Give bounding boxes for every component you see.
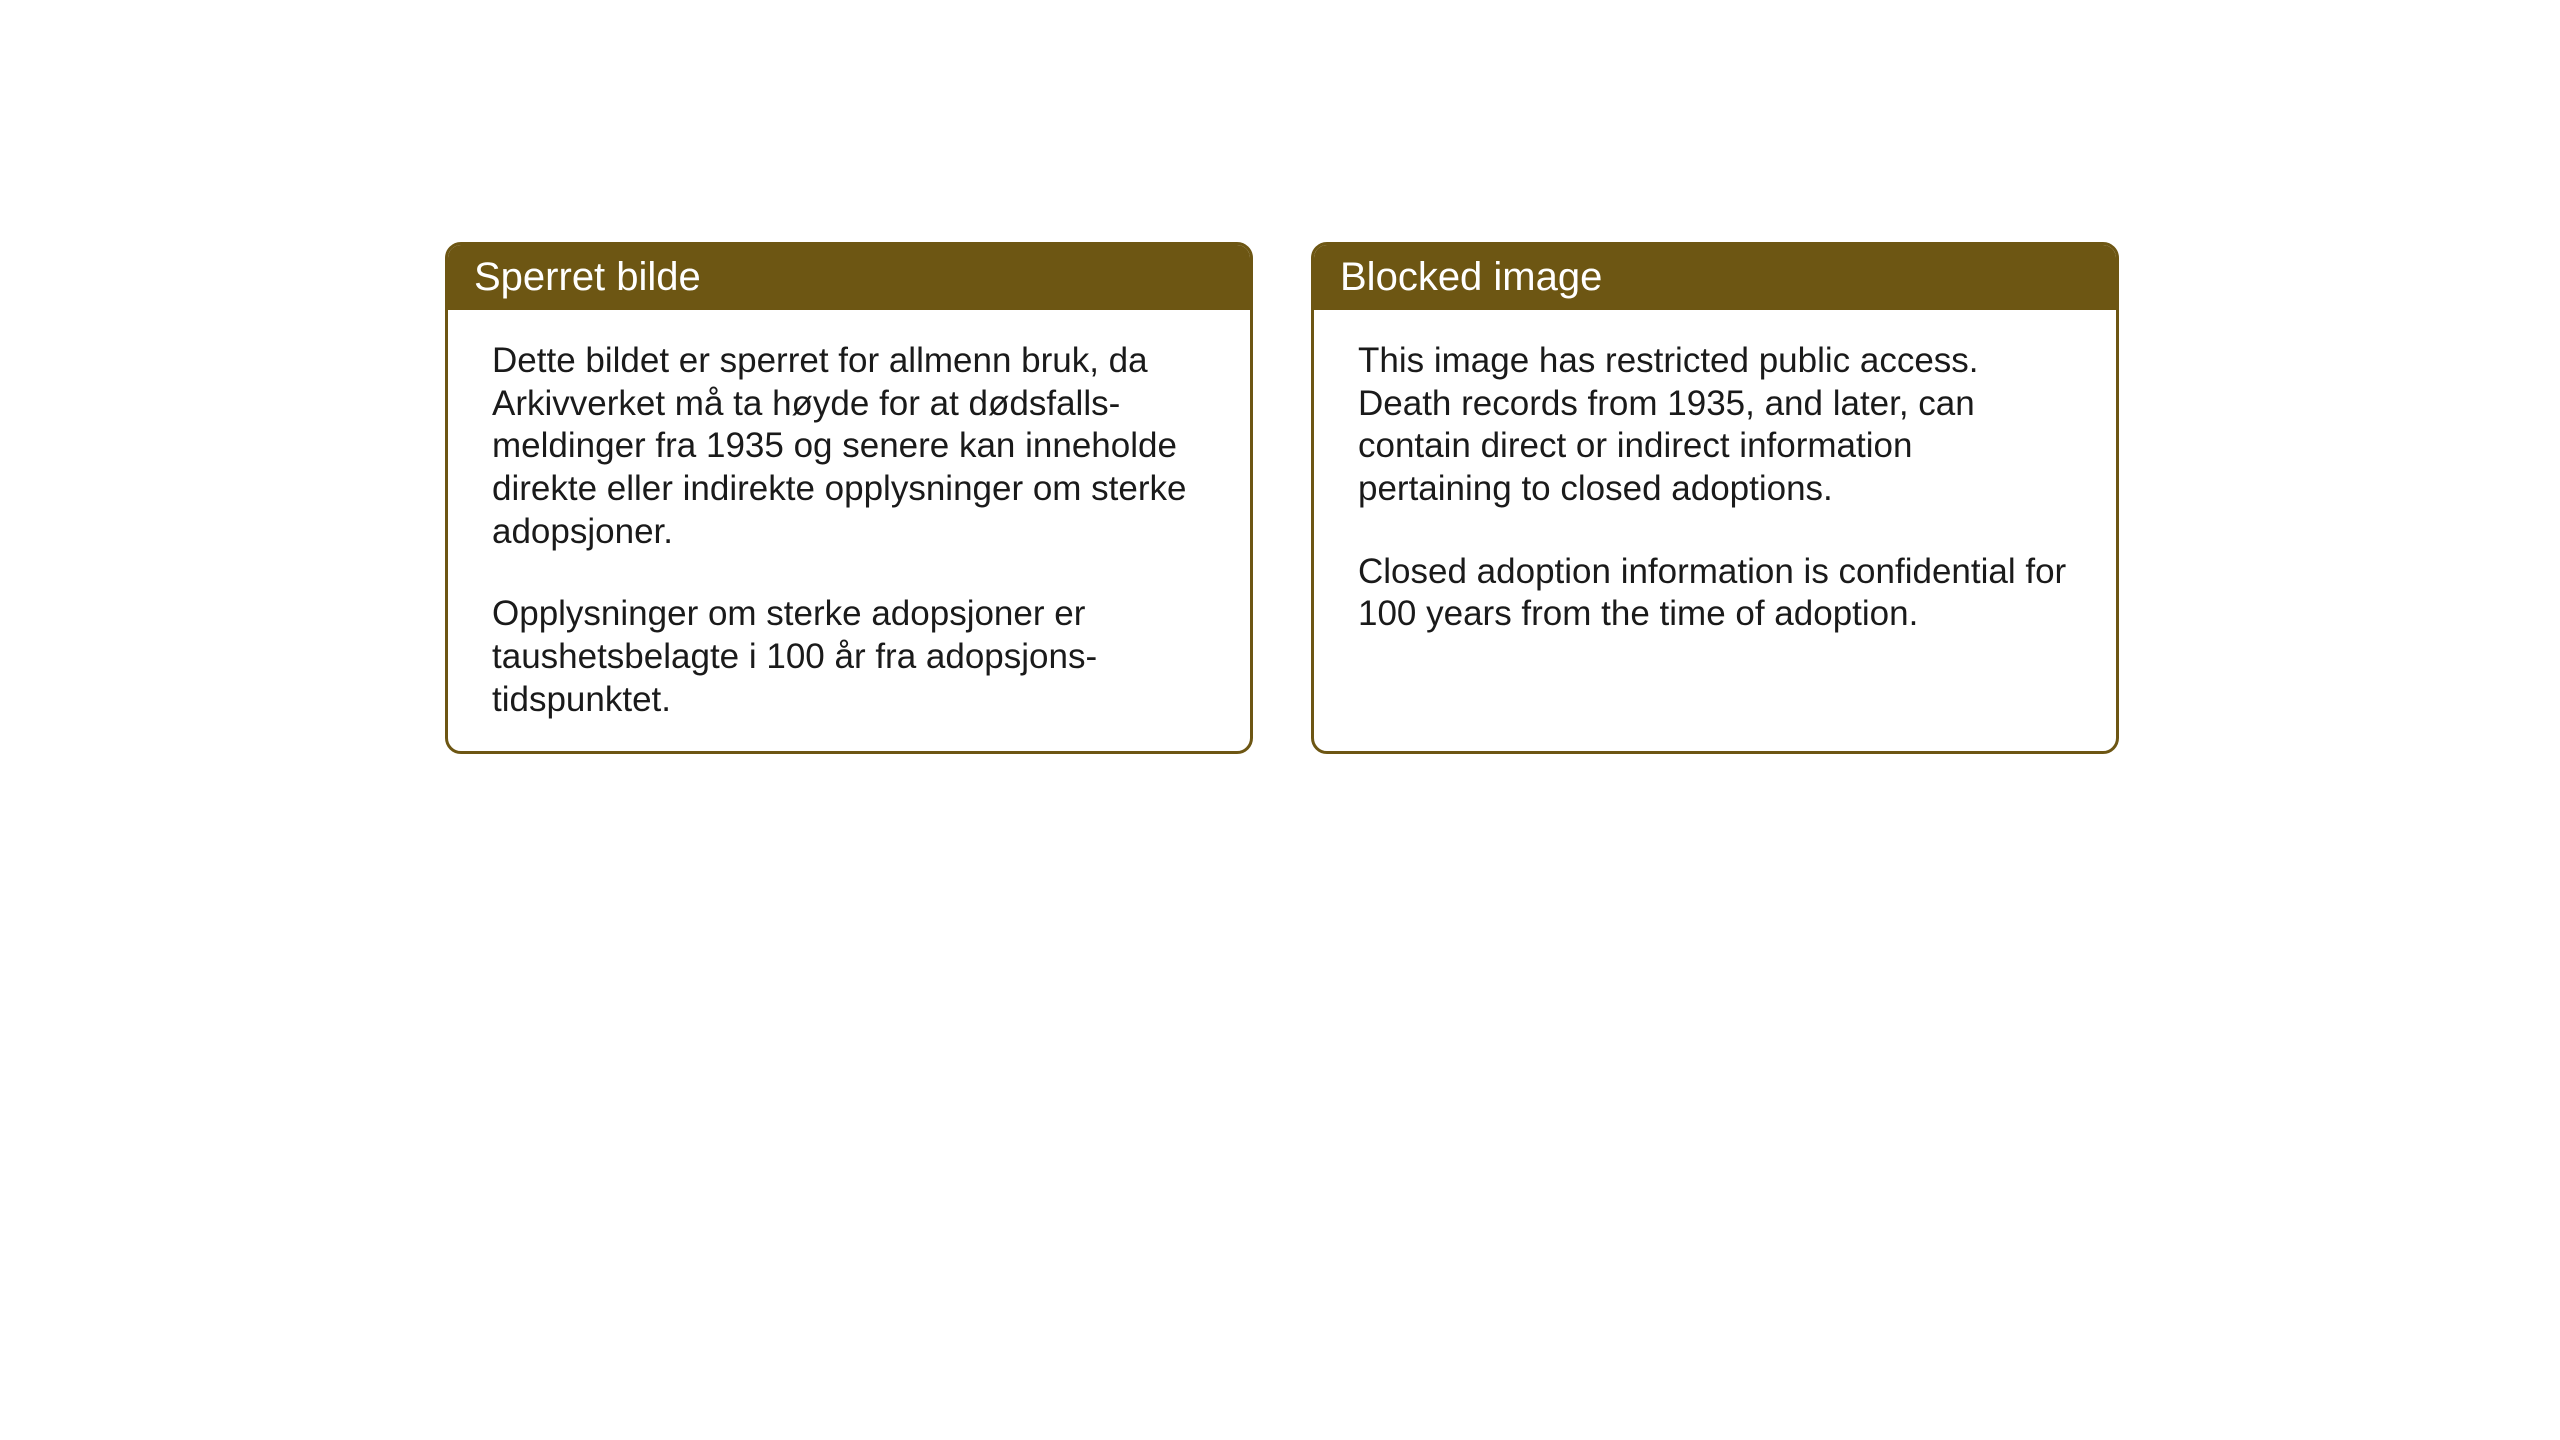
card-paragraph-2-english: Closed adoption information is confident… bbox=[1358, 551, 2072, 636]
card-paragraph-1-english: This image has restricted public access.… bbox=[1358, 340, 2072, 511]
card-header-english: Blocked image bbox=[1314, 245, 2116, 310]
notice-cards-container: Sperret bilde Dette bildet er sperret fo… bbox=[445, 242, 2119, 754]
blocked-image-card-english: Blocked image This image has restricted … bbox=[1311, 242, 2119, 754]
card-body-norwegian: Dette bildet er sperret for allmenn bruk… bbox=[448, 310, 1250, 754]
card-paragraph-2-norwegian: Opplysninger om sterke adopsjoner er tau… bbox=[492, 593, 1206, 721]
blocked-image-card-norwegian: Sperret bilde Dette bildet er sperret fo… bbox=[445, 242, 1253, 754]
card-paragraph-1-norwegian: Dette bildet er sperret for allmenn bruk… bbox=[492, 340, 1206, 553]
card-body-english: This image has restricted public access.… bbox=[1314, 310, 2116, 676]
card-header-norwegian: Sperret bilde bbox=[448, 245, 1250, 310]
